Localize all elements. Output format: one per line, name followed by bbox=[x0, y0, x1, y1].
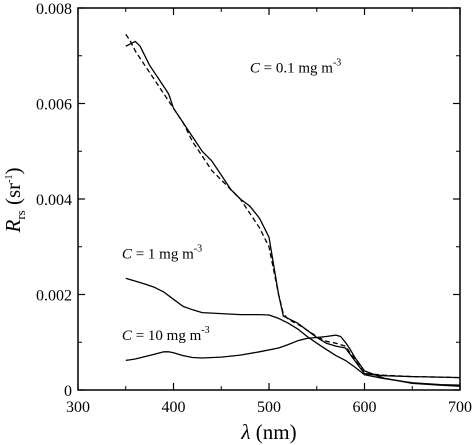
series-line-3 bbox=[125, 277, 461, 386]
annotation-exp: -3 bbox=[201, 325, 209, 336]
annotation-var: C bbox=[122, 247, 133, 263]
y-tick-label: 0.002 bbox=[36, 288, 72, 305]
y-tick-label: 0.004 bbox=[36, 192, 72, 209]
annotation-text: = 10 mg m bbox=[132, 328, 202, 344]
ticks bbox=[77, 7, 461, 391]
series-layer bbox=[125, 33, 461, 387]
annotation-label: C = 0.1 mg m-3 bbox=[250, 57, 341, 76]
series-line-2 bbox=[125, 33, 461, 379]
annotation-var: C bbox=[250, 60, 261, 76]
annotation-label: C = 1 mg m-3 bbox=[122, 244, 202, 263]
annotation-exp: -3 bbox=[194, 244, 202, 255]
y-tick-label: 0 bbox=[64, 383, 72, 400]
tick-labels: 300 400 500 600 700 0 0.002 0.004 0.006 0.008 bbox=[36, 1, 472, 416]
annotations: C = 0.1 mg m-3C = 1 mg m-3C = 10 mg m-3 bbox=[122, 57, 341, 343]
x-tick-label: 700 bbox=[448, 399, 472, 416]
x-tick-label: 500 bbox=[257, 399, 281, 416]
y-axis-title: Rrs (sr-1) bbox=[1, 168, 28, 234]
x-tick-label: 400 bbox=[162, 399, 186, 416]
series-line-1 bbox=[125, 40, 461, 379]
x-axis-title: λ (nm) bbox=[240, 420, 296, 444]
x-tick-label: 600 bbox=[353, 399, 377, 416]
series-line-4 bbox=[125, 334, 461, 387]
annotation-label: C = 10 mg m-3 bbox=[122, 325, 210, 344]
annotation-text: = 1 mg m bbox=[132, 247, 194, 263]
annotation-var: C bbox=[122, 328, 133, 344]
annotation-exp: -3 bbox=[333, 57, 341, 68]
y-tick-label: 0.006 bbox=[36, 97, 72, 114]
annotation-text: = 0.1 mg m bbox=[260, 60, 333, 76]
x-tick-label: 300 bbox=[66, 399, 90, 416]
y-tick-label: 0.008 bbox=[36, 1, 72, 18]
